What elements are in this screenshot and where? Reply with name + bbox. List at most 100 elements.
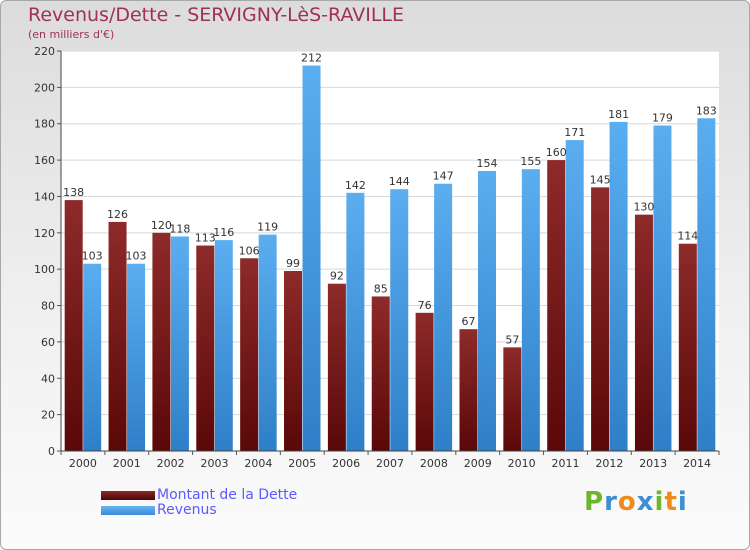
legend-label-dette: Montant de la Dette xyxy=(157,487,298,503)
data-label-revenus: 103 xyxy=(82,250,103,263)
bars-layer xyxy=(64,65,716,451)
y-tick-label: 0 xyxy=(48,445,55,458)
proxiti-logo: Proxiti xyxy=(584,487,688,517)
y-tick-label: 140 xyxy=(34,190,55,203)
x-tick-label: 2007 xyxy=(376,457,404,470)
bar-revenus xyxy=(83,263,102,451)
data-label-dette: 130 xyxy=(633,201,654,214)
chart-title: Revenus/Dette - SERVIGNY-LèS-RAVILLE xyxy=(28,4,405,26)
bar-revenus xyxy=(127,263,146,451)
bar-dette xyxy=(327,283,346,451)
data-label-dette: 138 xyxy=(63,186,84,199)
data-label-revenus: 118 xyxy=(169,222,190,235)
y-tick-label: 80 xyxy=(41,300,55,313)
bar-dette xyxy=(678,243,697,451)
data-label-dette: 106 xyxy=(239,244,260,257)
bar-dette xyxy=(240,258,259,451)
x-tick-label: 2013 xyxy=(639,457,667,470)
x-tick-label: 2005 xyxy=(288,457,316,470)
x-tick-label: 2001 xyxy=(113,457,141,470)
bar-dette xyxy=(459,329,478,451)
legend-swatch-dette xyxy=(101,490,155,500)
bar-dette xyxy=(591,187,610,451)
data-label-revenus: 181 xyxy=(608,108,629,121)
data-label-dette: 113 xyxy=(195,232,216,245)
data-label-dette: 160 xyxy=(546,146,567,159)
legend-item-revenus: Revenus xyxy=(101,502,217,518)
axis-layer: 0 20 40 60 80 100 120 140 160 180 200 220 2000 2001 20… xyxy=(34,45,720,470)
bar-revenus xyxy=(609,121,628,451)
x-tick-label: 2003 xyxy=(201,457,229,470)
x-tick-label: 2009 xyxy=(464,457,492,470)
bar-dette xyxy=(503,347,522,451)
bar-revenus xyxy=(258,234,277,451)
data-label-revenus: 179 xyxy=(652,112,673,125)
bar-dette xyxy=(415,312,434,451)
bar-dette xyxy=(634,214,653,451)
data-label-revenus: 171 xyxy=(564,126,585,139)
bar-revenus xyxy=(697,118,716,451)
y-tick-label: 200 xyxy=(34,81,55,94)
bar-revenus xyxy=(477,171,496,451)
plot-area xyxy=(61,51,719,451)
bar-dette xyxy=(196,245,215,451)
x-tick-label: 2014 xyxy=(683,457,711,470)
bar-revenus xyxy=(565,140,584,451)
legend-label-revenus: Revenus xyxy=(157,502,217,518)
bar-revenus xyxy=(214,240,233,451)
data-label-revenus: 103 xyxy=(126,250,147,263)
bar-dette xyxy=(108,221,127,451)
bar-revenus xyxy=(170,236,189,451)
chart-subtitle: (en milliers d'€) xyxy=(28,28,115,41)
x-tick-label: 2000 xyxy=(69,457,97,470)
x-tick-label: 2011 xyxy=(551,457,579,470)
data-label-dette: 85 xyxy=(374,282,388,295)
data-label-dette: 126 xyxy=(107,208,128,221)
x-tick-label: 2010 xyxy=(508,457,536,470)
data-label-revenus: 154 xyxy=(476,157,497,170)
data-label-revenus: 212 xyxy=(301,52,322,65)
y-tick-label: 160 xyxy=(34,154,55,167)
bar-revenus xyxy=(302,65,321,451)
data-label-dette: 92 xyxy=(330,270,344,283)
bar-dette xyxy=(64,200,83,451)
grid-layer xyxy=(61,50,719,452)
y-tick-label: 180 xyxy=(34,118,55,131)
data-label-dette: 145 xyxy=(590,173,611,186)
x-tick-label: 2012 xyxy=(595,457,623,470)
bar-dette xyxy=(284,271,303,451)
data-label-revenus: 155 xyxy=(520,155,541,168)
data-label-dette: 76 xyxy=(418,299,432,312)
x-tick-label: 2002 xyxy=(157,457,185,470)
data-label-dette: 120 xyxy=(151,219,172,232)
legend-swatch-revenus xyxy=(101,505,155,515)
bar-revenus xyxy=(346,192,365,451)
x-tick-label: 2008 xyxy=(420,457,448,470)
bar-dette xyxy=(152,232,171,451)
data-label-dette: 57 xyxy=(505,333,519,346)
y-tick-label: 120 xyxy=(34,227,55,240)
y-tick-label: 60 xyxy=(41,336,55,349)
data-label-revenus: 147 xyxy=(433,170,454,183)
y-tick-label: 20 xyxy=(41,409,55,422)
legend-item-dette: Montant de la Dette xyxy=(101,487,297,503)
bar-revenus xyxy=(653,125,672,451)
bar-revenus xyxy=(390,189,409,451)
x-tick-label: 2006 xyxy=(332,457,360,470)
x-tick-label: 2004 xyxy=(244,457,272,470)
bar-dette xyxy=(547,160,566,451)
y-tick-label: 40 xyxy=(41,372,55,385)
data-label-revenus: 142 xyxy=(345,179,366,192)
data-label-revenus: 116 xyxy=(213,226,234,239)
data-label-revenus: 144 xyxy=(389,175,410,188)
bar-revenus xyxy=(434,183,453,451)
data-label-dette: 99 xyxy=(286,257,300,270)
data-label-revenus: 183 xyxy=(696,104,717,117)
y-tick-label: 100 xyxy=(34,263,55,276)
data-label-dette: 114 xyxy=(677,230,698,243)
data-label-dette: 67 xyxy=(461,315,475,328)
bar-dette xyxy=(371,296,390,451)
